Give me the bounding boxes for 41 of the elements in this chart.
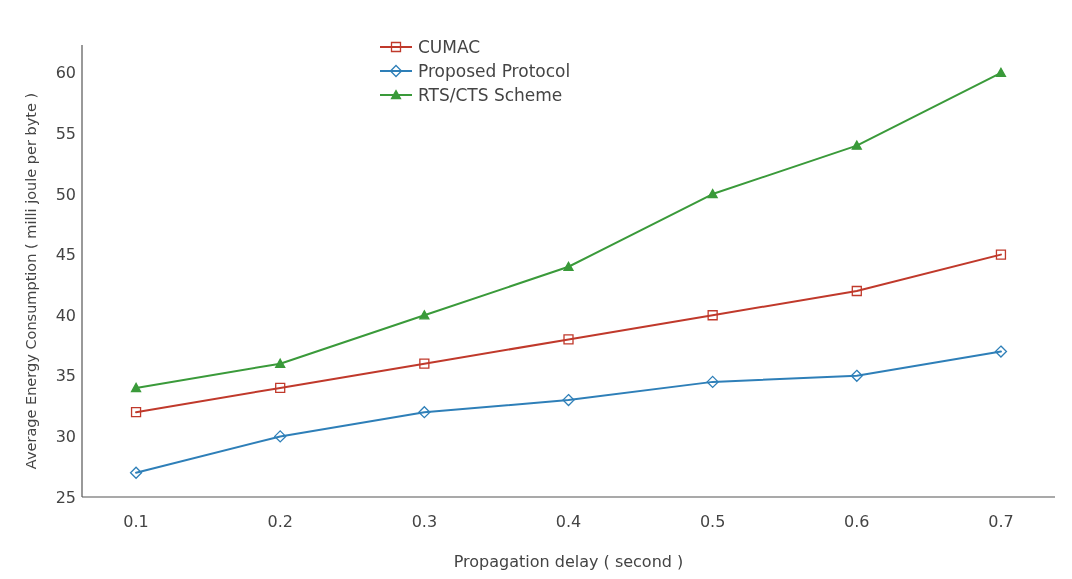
x-tick-label: 0.4	[555, 512, 582, 531]
y-tick-label: 30	[55, 427, 76, 447]
point	[707, 310, 718, 321]
point	[706, 375, 719, 389]
x-tick-label: 0.6	[844, 512, 870, 531]
point	[275, 358, 286, 368]
point	[851, 140, 862, 150]
legend-label: Proposed Protocol	[418, 60, 571, 81]
point	[418, 406, 431, 419]
y-tick-label: 60	[55, 63, 76, 83]
point	[274, 430, 287, 443]
point	[562, 393, 575, 407]
x-tick-label: 0.1	[123, 512, 149, 531]
point	[707, 188, 718, 199]
legend-label: CUMAC	[418, 36, 481, 57]
y-tick-label: 55	[55, 124, 76, 144]
x-tick-label: 0.2	[267, 512, 293, 531]
x-axis-title: Propagation delay ( second )	[453, 552, 684, 571]
point	[851, 285, 862, 297]
point	[563, 261, 574, 272]
point	[130, 407, 142, 418]
point	[129, 466, 143, 479]
y-axis-title: Average Energy Consumption ( milli joule per byte )	[23, 92, 39, 470]
x-tick-label: 0.3	[411, 512, 438, 531]
point	[994, 345, 1008, 358]
point	[130, 382, 142, 393]
point	[419, 358, 430, 369]
point	[275, 382, 286, 394]
y-tick-label: 40	[55, 305, 76, 325]
y-tick-label: 25	[55, 487, 76, 507]
point	[419, 310, 430, 320]
legend-label: RTS/CTS Scheme	[418, 84, 563, 105]
y-tick-label: 50	[55, 184, 76, 204]
x-tick-label: 0.7	[988, 512, 1014, 531]
point	[995, 249, 1007, 260]
point	[850, 369, 863, 382]
y-tick-label: 35	[55, 366, 76, 386]
point	[563, 334, 574, 345]
y-tick-label: 45	[55, 245, 76, 265]
point	[995, 67, 1007, 78]
x-tick-label: 0.5	[699, 512, 726, 531]
